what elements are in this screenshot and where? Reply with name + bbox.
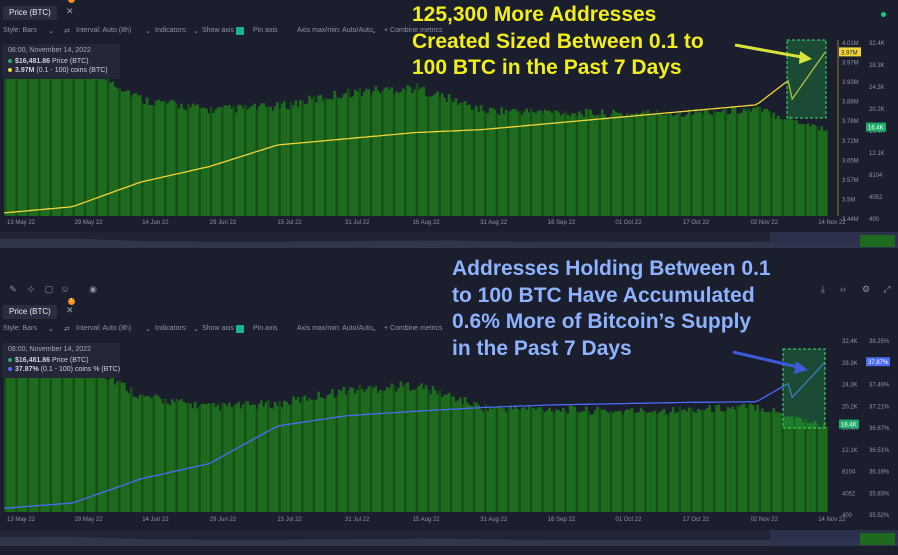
indicators-button[interactable]: Indicators:: [155, 27, 188, 34]
legend-metric-row: 37.87% (0.1 - 100) coins % (BTC): [8, 366, 120, 373]
legend-metric-value: 3.97M: [15, 67, 35, 74]
bitcoin-badge-icon: 1: [68, 298, 75, 305]
draw-icon[interactable]: ⇄: [64, 326, 70, 333]
style-select[interactable]: Style: Bars: [3, 325, 37, 332]
settings-icon[interactable]: ⚙: [861, 284, 871, 294]
legend-price-row: $16,481.86 Price (BTC): [8, 58, 114, 65]
fullscreen-icon[interactable]: ⤢: [883, 284, 891, 294]
legend-top: 08:00, November 14, 2022 $16,481.86 Pric…: [2, 44, 120, 79]
close-icon[interactable]: ✕: [66, 305, 74, 315]
indicators-chevron-icon[interactable]: ⌄: [193, 28, 199, 35]
download-icon[interactable]: ⤓: [821, 284, 825, 294]
legend-timestamp: 08:00, November 14, 2022: [8, 346, 91, 353]
tab-label: Price (BTC): [9, 8, 51, 17]
chart-controls: Style: Bars ⌄ ⇄ Interval: Auto (8h) ⌄ In…: [0, 324, 898, 336]
style-chevron-icon[interactable]: ⌄: [48, 326, 54, 333]
legend-metric-label: (0.1 - 100) coins (BTC): [36, 67, 108, 74]
legend-metric-value: 37.87%: [15, 366, 39, 373]
annotation-line: in the Past 7 Days: [452, 336, 632, 360]
code-icon[interactable]: ‹›: [840, 284, 846, 294]
axis-maxmin-select[interactable]: Axis max/min: Auto/Auto: [297, 27, 373, 34]
eye-icon[interactable]: ◉: [89, 284, 97, 294]
show-axis-checkbox[interactable]: [236, 325, 247, 333]
pin-axis-label[interactable]: Pin axis: [253, 325, 278, 332]
price-dot-icon: [8, 59, 12, 64]
style-select[interactable]: Style: Bars: [3, 27, 37, 34]
show-axis-label[interactable]: Show axis: [202, 325, 234, 332]
axis-chevron-icon[interactable]: ⌄: [371, 326, 377, 333]
show-axis-checkbox[interactable]: [236, 27, 247, 35]
emoji-icon[interactable]: ☺: [60, 284, 70, 294]
metric-dot-icon: [8, 367, 12, 372]
legend-price-row: $16,481.86 Price (BTC): [8, 357, 114, 364]
annotation-line: to 100 BTC Have Accumulated: [452, 283, 755, 307]
indicators-button[interactable]: Indicators:: [155, 325, 188, 332]
close-icon[interactable]: ✕: [66, 6, 74, 16]
annotation-line: 125,300 More Addresses: [412, 3, 657, 26]
crosshair-icon[interactable]: ⊹: [27, 284, 35, 294]
chart-panel-top: Price (BTC) 1 ✕ Style: Bars ⌄ ⇄ Interval…: [0, 0, 898, 258]
pin-axis-label[interactable]: Pin axis: [253, 27, 278, 34]
legend-price-value: $16,481.86: [15, 357, 51, 364]
annotation-line: Addresses Holding Between 0.1: [452, 257, 771, 280]
chart-controls: Style: Bars ⌄ ⇄ Interval: Auto (8h) ⌄ In…: [0, 26, 898, 38]
tab-label: Price (BTC): [9, 307, 51, 316]
legend-timestamp: 08:00, November 14, 2022: [8, 47, 91, 54]
interval-chevron-icon[interactable]: ⌄: [145, 326, 151, 333]
sticky-note-icon[interactable]: ▢: [44, 284, 54, 294]
bitcoin-badge-icon: 1: [68, 0, 75, 3]
show-axis-label[interactable]: Show axis: [202, 27, 234, 34]
metric-dot-icon: [8, 68, 12, 73]
panel-toolbar: Price (BTC) 1 ✕: [0, 0, 898, 24]
annotation-top: 125,300 More Addresses Created Sized Bet…: [412, 2, 704, 82]
legend-bottom: 08:00, November 14, 2022 $16,481.86 Pric…: [2, 343, 120, 378]
axis-maxmin-select[interactable]: Axis max/min: Auto/Auto: [297, 325, 373, 332]
live-status-dot: [881, 12, 886, 17]
legend-price-label: Price (BTC): [52, 58, 89, 65]
interval-select[interactable]: Interval: Auto (8h): [76, 325, 132, 332]
annotation-line: 0.6% More of Bitcoin’s Supply: [452, 310, 752, 334]
pencil-icon[interactable]: ✎: [9, 284, 17, 294]
chart-panel-bottom: ✎ ⊹ ▢ ☺ ◉ ⤓ ‹› ⚙ ⤢ Price (BTC) 1 ✕ Style…: [0, 278, 898, 555]
interval-select[interactable]: Interval: Auto (8h): [76, 27, 132, 34]
axis-chevron-icon[interactable]: ⌄: [371, 28, 377, 35]
annotation-line: Created Sized Between 0.1 to: [412, 29, 704, 53]
indicators-chevron-icon[interactable]: ⌄: [193, 326, 199, 333]
annotation-line: 100 BTC in the Past 7 Days: [412, 56, 682, 80]
style-chevron-icon[interactable]: ⌄: [48, 28, 54, 35]
draw-icon[interactable]: ⇄: [64, 28, 70, 35]
interval-chevron-icon[interactable]: ⌄: [145, 28, 151, 35]
legend-price-value: $16,481.86: [15, 58, 51, 65]
legend-metric-label: (0.1 - 100) coins % (BTC): [40, 366, 121, 373]
combine-metrics-button[interactable]: + Combine metrics: [384, 325, 443, 332]
price-dot-icon: [8, 358, 12, 363]
legend-price-label: Price (BTC): [52, 357, 89, 364]
legend-metric-row: 3.97M (0.1 - 100) coins (BTC): [8, 67, 114, 74]
tab-price-btc[interactable]: Price (BTC): [3, 305, 57, 319]
tab-price-btc[interactable]: Price (BTC): [3, 6, 57, 20]
annotation-bottom: Addresses Holding Between 0.1 to 100 BTC…: [452, 256, 771, 363]
combine-metrics-button[interactable]: + Combine metrics: [384, 27, 443, 34]
